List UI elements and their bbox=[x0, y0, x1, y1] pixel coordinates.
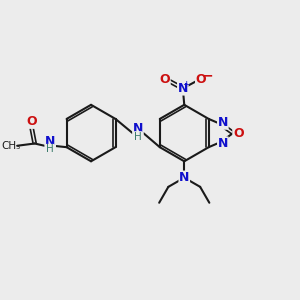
Text: CH₃: CH₃ bbox=[1, 141, 21, 151]
Text: +: + bbox=[182, 80, 189, 89]
Text: N: N bbox=[45, 135, 56, 148]
Text: N: N bbox=[218, 116, 228, 129]
Text: −: − bbox=[201, 68, 213, 83]
Text: N: N bbox=[218, 137, 228, 150]
Text: H: H bbox=[46, 144, 54, 154]
Text: H: H bbox=[134, 132, 142, 142]
Text: N: N bbox=[178, 82, 188, 95]
Text: O: O bbox=[26, 115, 37, 128]
Text: N: N bbox=[133, 122, 143, 135]
Text: O: O bbox=[196, 73, 206, 85]
Text: O: O bbox=[233, 127, 244, 140]
Text: O: O bbox=[160, 73, 170, 85]
Text: N: N bbox=[179, 171, 189, 184]
